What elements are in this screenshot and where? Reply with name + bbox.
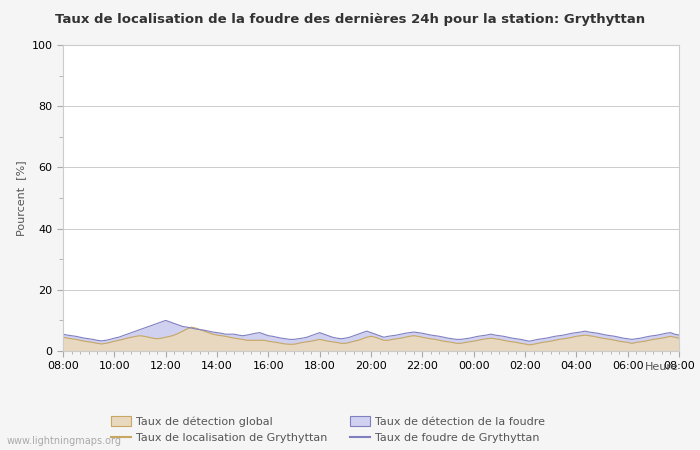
Legend: Taux de détection global, Taux de localisation de Grythyttan, Taux de détection : Taux de détection global, Taux de locali… [106,412,550,448]
Y-axis label: Pourcent  [%]: Pourcent [%] [16,160,26,236]
Text: Taux de localisation de la foudre des dernières 24h pour la station: Grythyttan: Taux de localisation de la foudre des de… [55,14,645,27]
Text: Heure: Heure [645,362,679,372]
Text: www.lightningmaps.org: www.lightningmaps.org [7,436,122,446]
